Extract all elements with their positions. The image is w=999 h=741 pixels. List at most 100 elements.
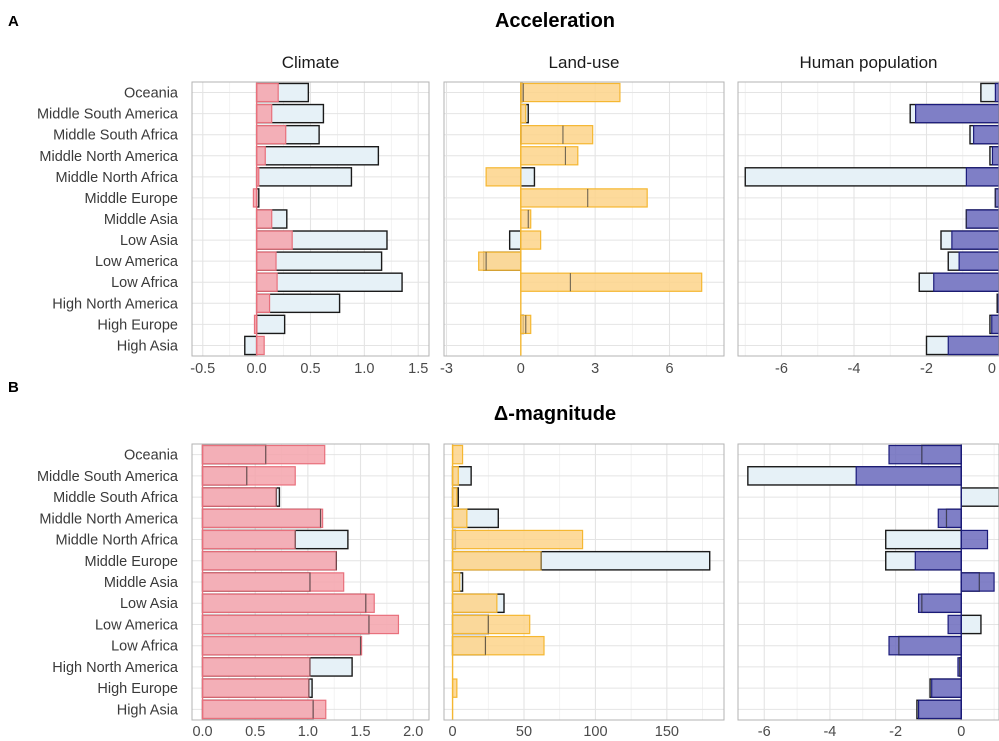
category-label-low-america: Low America [95,617,179,633]
bar-filled-high-europe [991,314,999,335]
bar-outline-middle-south-africa [960,487,999,507]
bar-filled-middle-south-america [915,103,999,124]
tick-label: -0.5 [190,361,215,377]
panel-b-letter: B [8,379,19,396]
bar-filled-low-asia [951,230,999,250]
category-label-middle-north-america: Middle North America [39,149,179,165]
bar-outline-low-africa [255,272,403,292]
bar-filled-low-africa [256,272,278,292]
bar-filled-middle-south-america [256,103,273,124]
tick-label: 0 [957,724,965,740]
category-label-oceania: Oceania [124,448,179,464]
tick-label: 1.0 [354,361,374,377]
category-label-low-asia: Low Asia [120,596,179,612]
bar-filled-high-asia [947,335,999,356]
category-label-high-asia: High Asia [117,338,179,354]
panel-border [443,443,725,721]
bar-filled-middle-north-america [201,508,324,529]
category-label-middle-north-africa: Middle North Africa [56,170,179,186]
category-label-middle-north-africa: Middle North Africa [56,533,179,549]
category-label-middle-europe: Middle Europe [85,191,179,207]
bar-filled-middle-north-africa [960,529,989,550]
chart-panel-4: Oceania Middle South America Middle South … [37,443,430,740]
bar-filled-middle-asia [520,209,532,229]
tick-label: 100 [583,724,607,740]
bar-filled-middle-south-america [520,103,527,124]
bar-filled-oceania [994,82,999,103]
category-label-low-africa: Low Africa [111,639,179,655]
bar-filled-low-asia [451,593,498,613]
bar-filled-oceania [201,444,326,465]
bar-filled-high-asia [201,699,327,720]
chart-panel-2: Land-use -3 0 3 6 [440,53,725,377]
tick-label: -4 [848,361,861,377]
category-label-high-europe: High Europe [97,681,178,697]
panel-border [191,81,430,357]
bar-filled-middle-south-america [855,466,962,486]
bar-filled-middle-north-america [256,146,266,166]
category-label-middle-north-america: Middle North America [39,511,179,527]
category-label-middle-south-africa: Middle South Africa [53,490,179,506]
chart-panel-3: Human population -6 -4 -2 0 [737,53,999,377]
panel-a-title: Acceleration [495,10,615,32]
facet-title-human-population: Human population [800,53,938,72]
panel-a-letter: A [8,13,19,30]
bar-filled-middle-north-africa [201,529,296,550]
bar-outline-middle-north-africa [520,167,536,187]
tick-label: 6 [665,361,673,377]
bar-filled-high-north-america [256,293,271,313]
bar-filled-oceania [451,444,464,465]
tick-label: -3 [440,361,453,377]
bar-filled-middle-south-america [201,466,296,486]
bar-filled-low-asia [917,593,962,613]
bar-filled-low-africa [451,635,545,656]
tick-label: -6 [775,361,788,377]
tick-label: -6 [758,724,771,740]
bar-filled-high-asia [917,699,962,720]
bar-filled-oceania [888,444,962,465]
category-label-high-asia: High Asia [117,702,179,718]
bar-filled-middle-europe [201,551,337,571]
bar-filled-low-africa [201,635,363,656]
chart-panel-6: -6 -4 -2 0 [737,443,999,740]
category-label-high-europe: High Europe [97,317,178,333]
bar-filled-low-asia [520,230,542,250]
facet-title-climate: Climate [282,53,340,72]
bar-filled-low-america [947,614,962,635]
bar-filled-middle-north-africa [965,167,999,187]
tick-label: 150 [655,724,679,740]
category-label-oceania: Oceania [124,86,179,102]
facet-title-land-use: Land-use [549,53,620,72]
bar-outline-middle-north-africa [255,167,353,187]
bar-filled-middle-asia [201,572,345,592]
bar-filled-middle-north-africa [485,167,522,187]
category-label-middle-south-america: Middle South America [37,107,179,123]
bar-filled-high-north-america [201,657,311,677]
bar-filled-low-africa [520,272,703,292]
bar-outline-middle-north-africa [744,167,999,187]
bar-filled-middle-south-africa [256,125,287,145]
bar-filled-middle-asia [960,572,995,592]
tick-label: 0.0 [247,361,267,377]
bar-outline-middle-north-america [255,146,380,166]
bar-filled-low-africa [888,635,962,656]
bar-filled-middle-north-africa [451,529,584,550]
bar-filled-middle-europe [914,551,962,571]
bar-filled-middle-europe [451,551,542,571]
tick-label: 0 [449,724,457,740]
tick-label: 50 [516,724,532,740]
category-label-low-america: Low America [95,254,179,270]
bar-filled-middle-north-america [991,146,999,166]
category-label-middle-europe: Middle Europe [85,554,179,570]
bar-outline-high-europe [255,314,286,335]
category-label-middle-asia: Middle Asia [104,212,179,228]
tick-label: 0.0 [192,724,212,740]
panel-border [191,443,430,721]
tick-label: 0.5 [300,361,320,377]
category-label-low-africa: Low Africa [111,275,179,291]
bar-filled-low-asia [256,230,293,250]
panel-border [443,81,725,357]
chart-panel-1: Climate Oceania Middle South America Middle… [37,53,430,377]
category-label-middle-south-africa: Middle South Africa [53,128,179,144]
